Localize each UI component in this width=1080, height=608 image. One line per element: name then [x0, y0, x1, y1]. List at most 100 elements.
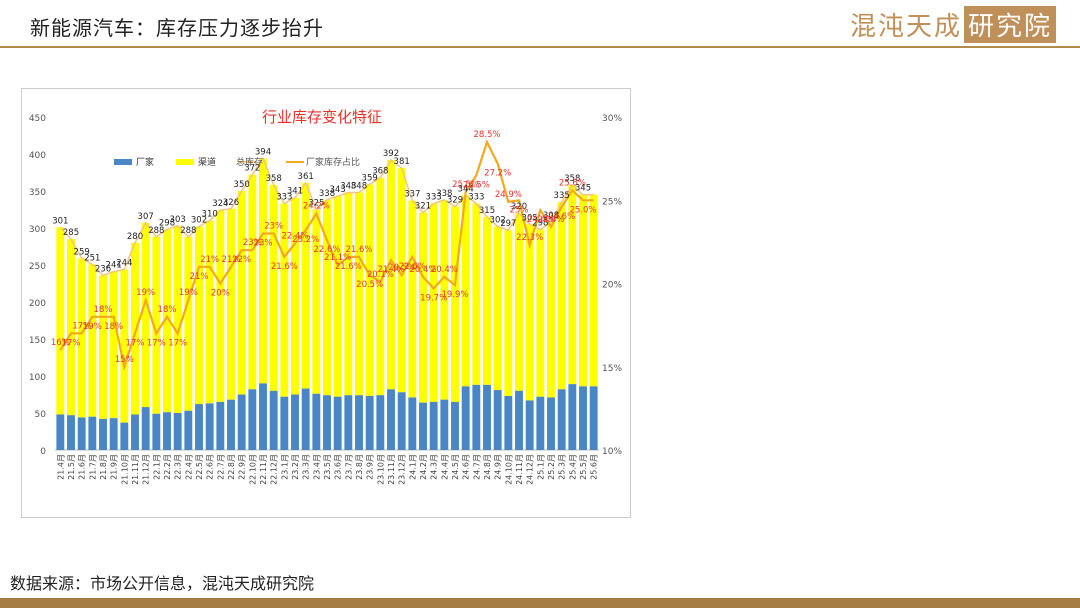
ratio-data-label: 19.7%	[420, 293, 447, 303]
factory-bar	[109, 418, 118, 450]
ratio-data-label: 25%	[510, 205, 529, 215]
total-data-label: 285	[63, 228, 79, 238]
x-axis-tick: 23.2月	[291, 454, 300, 480]
ratio-data-label: 20.4%	[409, 265, 436, 275]
right-axis-tick: 10%	[602, 447, 622, 457]
channel-bar	[141, 222, 150, 408]
channel-bar	[120, 269, 129, 423]
total-data-label: 335	[554, 191, 570, 201]
factory-bar	[259, 383, 267, 450]
ratio-data-label: 20.5%	[388, 263, 415, 273]
total-data-label: 333	[426, 193, 442, 203]
ratio-data-label: 17%	[168, 338, 187, 348]
total-data-label: 348	[340, 181, 356, 191]
factory-bar	[355, 395, 363, 450]
channel-bar	[355, 192, 363, 396]
total-data-label: 308	[543, 211, 559, 221]
factory-bar	[461, 386, 470, 450]
x-axis-tick: 23.7月	[344, 454, 353, 480]
total-data-label: 324	[212, 199, 228, 209]
channel-bar	[547, 222, 555, 398]
factory-bar	[152, 413, 161, 450]
ratio-data-label: 24.2%	[303, 202, 330, 212]
channel-bar	[88, 264, 97, 417]
x-axis-tick: 25.5月	[579, 454, 588, 480]
channel-bar	[461, 195, 470, 387]
total-data-label: 244	[116, 258, 132, 268]
channel-bar	[227, 208, 235, 400]
factory-bar	[419, 402, 427, 450]
x-axis-tick: 24.11月	[515, 454, 524, 485]
factory-bar	[504, 395, 513, 450]
x-axis-tick: 21.6月	[78, 454, 87, 480]
x-axis-tick: 24.7月	[472, 454, 481, 480]
legend-swatch-channel	[176, 159, 194, 165]
ratio-data-label: 17%	[62, 338, 81, 348]
x-axis-tick: 22.9月	[238, 454, 247, 480]
factory-bar	[451, 401, 459, 450]
factory-bar	[312, 393, 321, 450]
ratio-data-label: 20%	[211, 289, 230, 299]
inventory-chart: 行业库存变化特征 301 16% 285 17% 259 17% 251 19% 236 18% 2…	[29, 108, 623, 485]
channel-bar	[451, 206, 459, 402]
total-data-label: 302	[191, 216, 207, 226]
ratio-data-label: 21.6%	[335, 262, 362, 272]
x-axis-tick: 24.5月	[451, 454, 460, 480]
total-data-label: 320	[511, 202, 527, 212]
channel-bar	[472, 203, 481, 385]
total-data-label: 329	[447, 196, 463, 206]
ratio-data-label: 25.6%	[559, 178, 586, 188]
total-data-label: 337	[404, 190, 420, 200]
ratio-data-label: 21.4%	[377, 265, 404, 275]
header-divider	[0, 46, 1080, 48]
channel-bar	[269, 185, 278, 391]
total-data-label: 259	[74, 247, 90, 257]
x-axis-tick: 22.7月	[216, 454, 225, 480]
channel-bar	[312, 209, 321, 394]
factory-bar	[269, 390, 278, 450]
channel-bar	[387, 159, 395, 390]
factory-bar	[365, 395, 374, 450]
total-data-label: 350	[234, 180, 250, 190]
left-axis-tick: 0	[40, 447, 46, 457]
factory-bar	[141, 407, 150, 450]
total-data-label: 381	[394, 157, 410, 167]
ratio-data-label: 17%	[126, 338, 145, 348]
x-axis-tick: 22.6月	[206, 454, 215, 480]
ratio-data-label: 26.5%	[463, 180, 490, 190]
factory-bar	[483, 384, 491, 450]
ratio-data-label: 21%	[190, 272, 209, 282]
factory-bar	[227, 399, 235, 450]
legend-label-channel: 渠道	[198, 156, 216, 168]
x-axis-tick: 21.4月	[56, 454, 65, 480]
factory-bar	[56, 414, 65, 450]
ratio-data-label: 23.4%	[537, 215, 564, 225]
x-axis-tick: 22.12月	[270, 454, 279, 485]
x-axis-tick: 24.1月	[408, 454, 417, 480]
total-data-label: 333	[276, 193, 292, 203]
x-axis-tick: 21.5月	[67, 454, 76, 480]
channel-bar	[376, 177, 385, 396]
factory-bar	[515, 390, 523, 450]
ratio-data-label: 21%	[200, 255, 219, 265]
ratio-data-label: 27.2%	[484, 169, 511, 179]
x-axis-tick: 22.1月	[152, 454, 161, 480]
total-data-label: 394	[255, 147, 271, 157]
x-axis-tick: 24.12月	[526, 454, 535, 485]
ratio-data-label: 25.0%	[569, 205, 596, 215]
ratio-data-label: 23%	[254, 239, 273, 249]
channel-bar	[344, 192, 353, 396]
total-data-label: 288	[148, 226, 164, 236]
total-data-label: 305	[522, 213, 538, 223]
factory-bar	[205, 403, 214, 450]
factory-bar	[291, 394, 299, 450]
ratio-data-label: 20.4%	[431, 265, 458, 275]
x-axis-tick: 23.8月	[355, 454, 364, 480]
x-axis-tick: 21.12月	[142, 454, 151, 485]
ratio-data-label: 28.5%	[473, 130, 500, 140]
legend-label-total: 总库存	[236, 156, 263, 168]
legend-label-factory: 厂家	[136, 156, 154, 168]
total-data-label: 307	[138, 212, 154, 222]
x-axis-tick: 23.9月	[366, 454, 375, 480]
total-data-label: 241	[106, 261, 122, 271]
